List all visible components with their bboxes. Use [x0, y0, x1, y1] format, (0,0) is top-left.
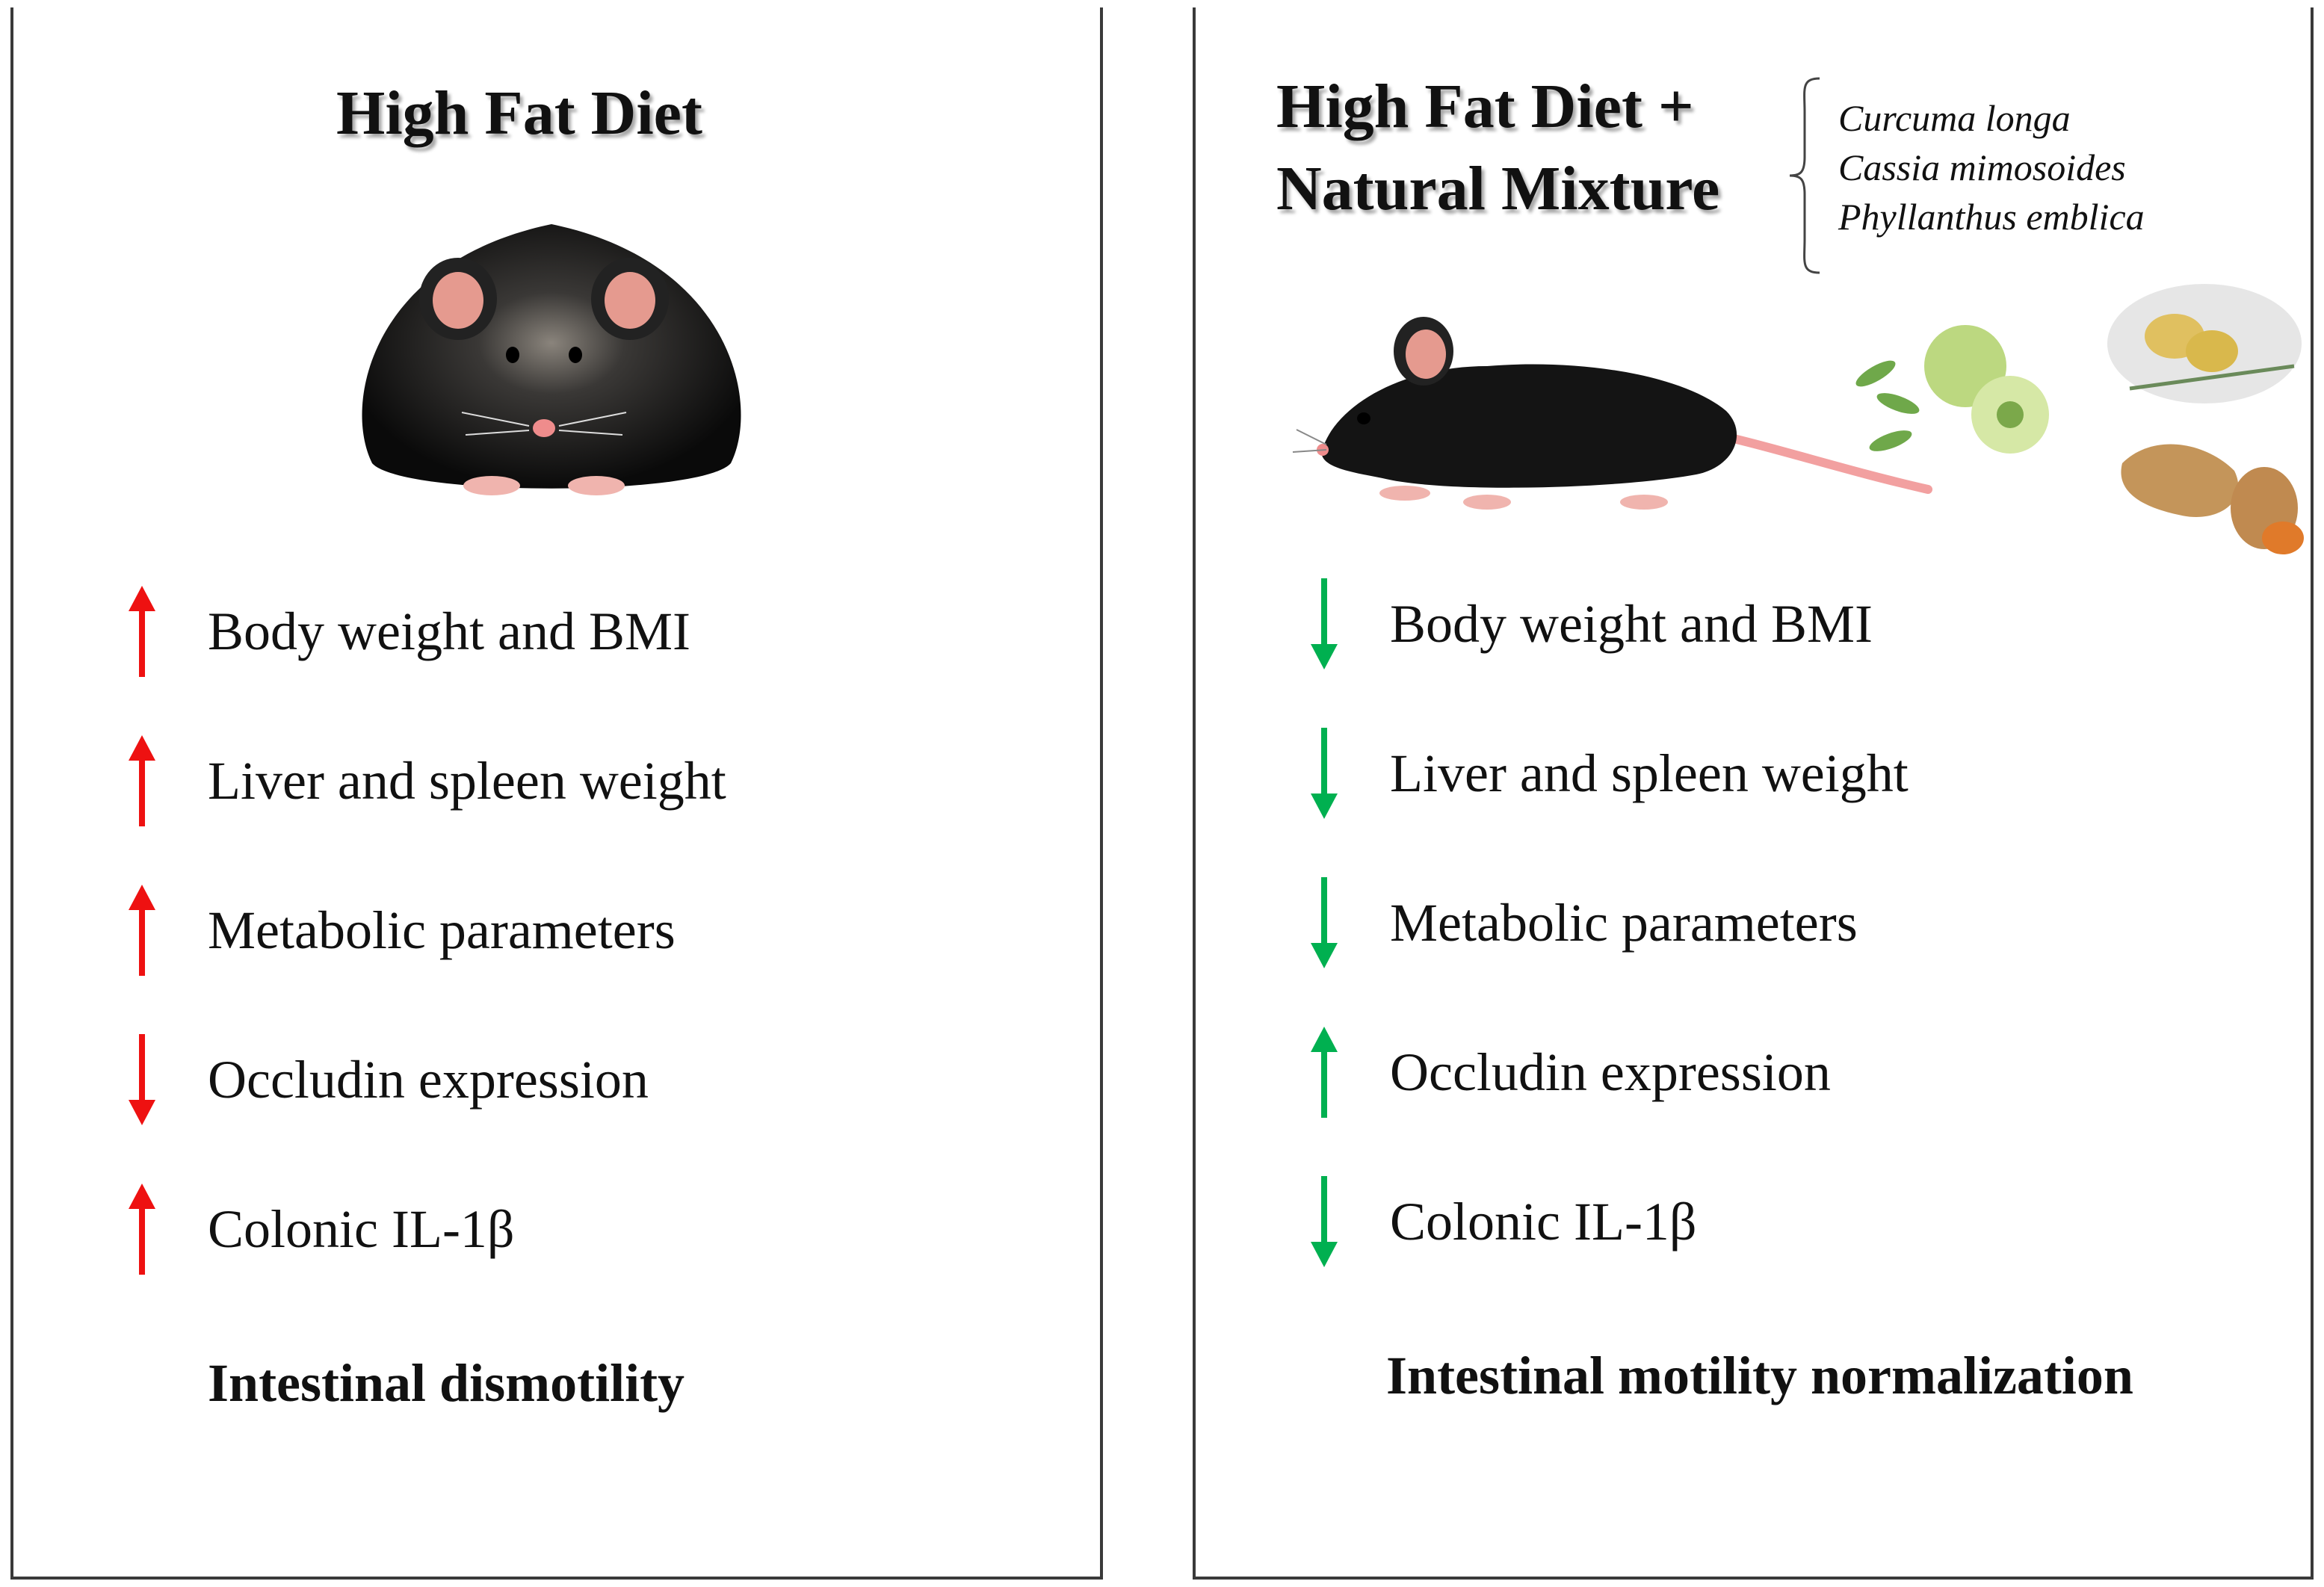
list-item: Metabolic parameters — [126, 882, 1070, 979]
panel-title: High Fat Diet — [336, 78, 702, 148]
item-label: Liver and spleen weight — [1390, 743, 1909, 803]
arrow-up-icon — [1311, 1027, 1338, 1118]
arrow-down-icon — [129, 1034, 155, 1125]
list-item: Colonic IL-1β — [1308, 1173, 2281, 1270]
title-line-2: Natural Mixture — [1276, 154, 1720, 223]
arrow-down-icon — [1311, 1176, 1338, 1267]
item-label: Body weight and BMI — [208, 601, 690, 661]
item-label: Metabolic parameters — [1390, 893, 1858, 953]
species-phyllanthus: Phyllanthus emblica — [1838, 196, 2145, 238]
item-label: Colonic IL-1β — [1390, 1192, 1697, 1252]
arrow-down-icon — [1311, 578, 1338, 669]
conclusion: Intestinal dismotility — [208, 1353, 685, 1413]
arrow-up-icon — [129, 1184, 155, 1275]
herbs-illustration — [1855, 284, 2304, 554]
curly-brace-icon — [1789, 77, 1820, 274]
arrow-up-icon — [129, 885, 155, 976]
list-item: Occludin expression — [126, 1031, 1070, 1128]
panel-high-fat-diet: High Fat Diet Body weigh — [10, 7, 1103, 1580]
item-label: Body weight and BMI — [1390, 594, 1873, 654]
mouse-illustration — [1292, 317, 1932, 510]
list-item: Metabolic parameters — [1308, 874, 2281, 971]
obese-mouse-illustration — [362, 224, 741, 495]
arrow-up-icon — [129, 735, 155, 826]
list-item: Liver and spleen weight — [1308, 725, 2281, 822]
item-label: Occludin expression — [1390, 1042, 1831, 1102]
list-item: Colonic IL-1β — [126, 1181, 1070, 1278]
title-line-1: High Fat Diet + — [1276, 72, 1694, 141]
list-item: Liver and spleen weight — [126, 732, 1070, 829]
panel-high-fat-diet-natural-mixture: High Fat Diet + Natural Mixture Curcuma … — [1193, 7, 2314, 1580]
arrow-down-icon — [1311, 728, 1338, 819]
item-label: Liver and spleen weight — [208, 751, 726, 811]
species-list: Curcuma longa Cassia mimosoides Phyllant… — [1838, 93, 2145, 241]
arrow-down-icon — [1311, 877, 1338, 968]
conclusion: Intestinal motility normalization — [1386, 1346, 2133, 1405]
item-label: Colonic IL-1β — [208, 1199, 515, 1259]
panel-title: High Fat Diet + Natural Mixture — [1276, 66, 1719, 230]
arrow-up-icon — [129, 586, 155, 677]
species-cassia: Cassia mimosoides — [1838, 146, 2126, 188]
item-label: Occludin expression — [208, 1050, 649, 1110]
item-label: Metabolic parameters — [208, 900, 676, 960]
list-item: Body weight and BMI — [126, 583, 1070, 680]
list-item: Body weight and BMI — [1308, 575, 2281, 672]
list-item: Occludin expression — [1308, 1024, 2281, 1121]
species-curcuma: Curcuma longa — [1838, 97, 2071, 139]
